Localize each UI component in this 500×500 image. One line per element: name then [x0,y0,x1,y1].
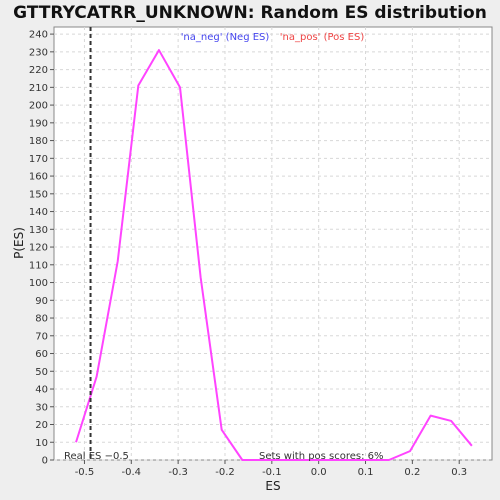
y-tick-label: 180 [29,136,48,147]
x-tick-label: 0.1 [358,467,374,478]
y-axis-title: P(ES) [12,227,26,259]
y-tick-label: 110 [29,260,48,271]
grid-layer [54,27,492,461]
y-tick-label: 10 [35,438,48,449]
y-tick-label: 50 [35,367,48,378]
x-tick-label: -0.1 [262,467,282,478]
y-tick-label: 150 [29,189,48,200]
chart-title: GTTRYCATRR_UNKNOWN: Random ES distributi… [13,3,487,23]
x-axis-title: ES [265,479,280,493]
y-tick-label: 0 [42,456,48,467]
y-tick-label: 210 [29,83,48,94]
legend-item-label: 'na_pos' (Pos ES) [280,32,365,43]
y-tick-label: 160 [29,172,48,183]
y-tick-label: 140 [29,207,48,218]
y-tick-label: 240 [29,30,48,41]
y-tick-label: 90 [35,296,48,307]
y-tick-label: 30 [35,402,48,413]
legend-item-label: 'na_neg' (Neg ES) [181,32,270,43]
y-tick-label: 130 [29,225,48,236]
x-tick-label: -0.2 [215,467,235,478]
y-tick-label: 190 [29,118,48,129]
x-tick-label: 0.3 [451,467,467,478]
y-tick-label: 200 [29,101,48,112]
y-tick-label: 40 [35,385,48,396]
y-tick-label: 170 [29,154,48,165]
series-layer [75,27,473,461]
y-tick-label: 120 [29,243,48,254]
x-tick-label: 0.2 [404,467,420,478]
y-tick-label: 100 [29,278,48,289]
y-tick-label: 230 [29,47,48,58]
y-tick-label: 70 [35,331,48,342]
y-tick-label: 80 [35,314,48,325]
y-axis: 0 10 20 30 40 50 60 70 80 90 100 110 120 130 140 150 160… [29,30,54,467]
legend: 'na_neg' (Neg ES) 'na_pos' (Pos ES) [181,32,365,43]
plot-area [53,26,493,461]
x-tick-label: -0.5 [75,467,95,478]
x-axis: -0.5 -0.4 -0.3 -0.2 -0.1 0.0 0.1 0.2 0.3 [75,460,467,478]
x-tick-label: 0.0 [311,467,327,478]
distribution-line [75,49,473,461]
x-tick-label: -0.3 [168,467,188,478]
y-tick-label: 60 [35,349,48,360]
pos-score-annotation: Sets with pos scores: 6% [259,451,384,462]
x-tick-label: -0.4 [122,467,142,478]
real-es-label: Real ES −0.5 [64,451,129,462]
y-tick-label: 220 [29,65,48,76]
y-tick-label: 20 [35,420,48,431]
